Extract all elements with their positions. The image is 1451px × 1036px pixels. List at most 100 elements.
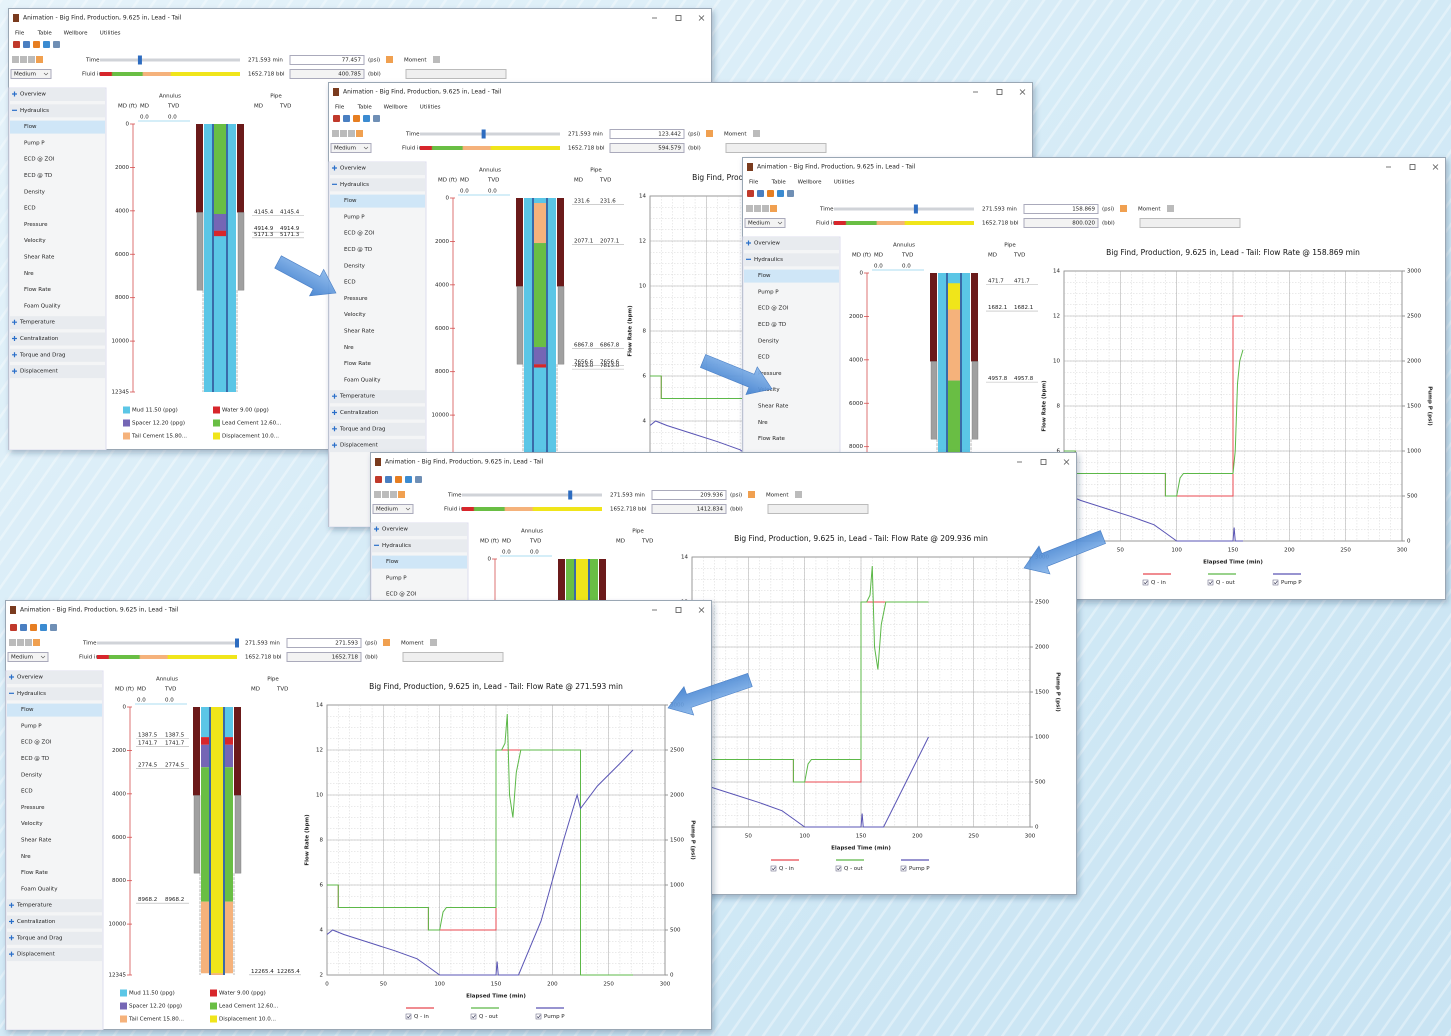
- menu-item[interactable]: Table: [357, 105, 373, 111]
- toolbar-button[interactable]: [395, 476, 402, 483]
- sidebar-group[interactable]: Hydraulics: [17, 691, 46, 697]
- sidebar-item[interactable]: ECD: [344, 280, 356, 286]
- sidebar-item[interactable]: Density: [344, 263, 366, 269]
- playback-button[interactable]: [36, 56, 43, 63]
- expander[interactable]: [332, 410, 337, 415]
- sidebar-item[interactable]: ECD @ ZOI: [386, 592, 417, 598]
- expander[interactable]: [12, 91, 17, 97]
- sidebar-item[interactable]: ECD @ TD: [24, 173, 52, 179]
- sidebar-item[interactable]: Flow: [344, 198, 357, 204]
- sidebar-item[interactable]: Flow Rate: [344, 361, 372, 367]
- expander[interactable]: [12, 368, 17, 374]
- sidebar-group[interactable]: Hydraulics: [340, 182, 369, 188]
- sidebar-item[interactable]: ECD @ TD: [21, 756, 49, 762]
- toolbar-button[interactable]: [353, 115, 360, 122]
- sidebar-item[interactable]: Pressure: [758, 371, 782, 377]
- sidebar-group[interactable]: Overview: [340, 166, 366, 172]
- toolbar-button[interactable]: [53, 41, 60, 48]
- speed-dropdown[interactable]: [744, 218, 786, 228]
- sidebar-item[interactable]: Foam Quality: [21, 886, 58, 892]
- sidebar-item[interactable]: ECD @ ZOI: [758, 306, 789, 312]
- sidebar-group[interactable]: Torque and Drag: [19, 352, 66, 358]
- sidebar-item[interactable]: Pump P: [21, 723, 42, 729]
- menu-item[interactable]: File: [749, 180, 759, 186]
- time-slider-thumb[interactable]: [137, 55, 142, 65]
- playback-button[interactable]: [340, 130, 347, 137]
- menu-item[interactable]: Wellbore: [798, 180, 823, 186]
- playback-button[interactable]: [20, 56, 27, 63]
- sidebar-group[interactable]: Centralization: [17, 919, 56, 925]
- maximize-button[interactable]: [1409, 164, 1416, 170]
- legend-checkbox[interactable]: [1142, 579, 1149, 586]
- sidebar-group[interactable]: Temperature: [19, 320, 55, 326]
- sidebar-group[interactable]: Displacement: [17, 952, 56, 958]
- toolbar-button[interactable]: [333, 115, 340, 122]
- toolbar-button[interactable]: [375, 476, 382, 483]
- toolbar-button[interactable]: [13, 41, 20, 48]
- sidebar-group[interactable]: Hydraulics: [20, 108, 49, 114]
- moment-button[interactable]: [753, 130, 760, 137]
- time-slider-thumb[interactable]: [913, 204, 918, 214]
- sidebar-item[interactable]: Nre: [21, 854, 31, 860]
- record-button[interactable]: [386, 56, 393, 63]
- expander[interactable]: [9, 951, 14, 957]
- moment-dropdown[interactable]: [405, 69, 507, 79]
- toolbar-button[interactable]: [30, 624, 37, 631]
- legend-checkbox[interactable]: [535, 1013, 542, 1020]
- sidebar-item[interactable]: Nre: [758, 420, 768, 426]
- speed-dropdown[interactable]: [330, 143, 372, 153]
- playback-button[interactable]: [28, 56, 35, 63]
- playback-button[interactable]: [17, 639, 24, 646]
- sidebar-item[interactable]: Pressure: [21, 805, 45, 811]
- expander[interactable]: [12, 336, 17, 341]
- sidebar-item[interactable]: Velocity: [344, 312, 366, 318]
- playback-button[interactable]: [746, 205, 753, 212]
- time-slider-thumb[interactable]: [235, 638, 239, 648]
- sidebar-item[interactable]: Density: [21, 772, 43, 778]
- sidebar-item[interactable]: ECD @ TD: [344, 247, 372, 253]
- speed-dropdown[interactable]: [372, 504, 414, 514]
- sidebar-item[interactable]: Pressure: [344, 296, 368, 302]
- speed-dropdown[interactable]: [10, 69, 52, 79]
- toolbar-button[interactable]: [343, 115, 350, 122]
- legend-checkbox[interactable]: [470, 1013, 477, 1020]
- toolbar-button[interactable]: [787, 190, 794, 197]
- menu-item[interactable]: Utilities: [420, 105, 441, 111]
- sidebar-item[interactable]: Density: [758, 338, 780, 344]
- moment-button[interactable]: [795, 491, 802, 498]
- sidebar-item[interactable]: ECD @ TD: [758, 322, 786, 328]
- playback-button[interactable]: [762, 205, 769, 212]
- playback-button[interactable]: [356, 130, 363, 137]
- playback-button[interactable]: [398, 491, 405, 498]
- sidebar-group[interactable]: Displacement: [20, 369, 59, 375]
- record-button[interactable]: [1120, 205, 1127, 212]
- sidebar-item[interactable]: Velocity: [24, 238, 46, 244]
- toolbar-button[interactable]: [385, 476, 392, 483]
- sidebar-item[interactable]: Density: [24, 189, 46, 195]
- expander[interactable]: [9, 935, 14, 941]
- legend-checkbox[interactable]: [1272, 579, 1279, 586]
- sidebar-item[interactable]: ECD @ ZOI: [344, 231, 375, 237]
- toolbar-button[interactable]: [43, 41, 50, 48]
- sidebar-item[interactable]: Flow: [758, 273, 771, 279]
- toolbar-button[interactable]: [777, 190, 784, 197]
- sidebar-item[interactable]: Shear Rate: [344, 329, 375, 335]
- sidebar-item[interactable]: Foam Quality: [24, 303, 61, 309]
- sidebar-group[interactable]: Hydraulics: [754, 257, 783, 263]
- toolbar-button[interactable]: [10, 624, 17, 631]
- expander[interactable]: [332, 426, 337, 432]
- record-button[interactable]: [383, 639, 390, 646]
- playback-button[interactable]: [754, 205, 761, 212]
- sidebar-group[interactable]: Displacement: [340, 443, 379, 449]
- maximize-button[interactable]: [1040, 459, 1047, 465]
- sidebar-item[interactable]: Foam Quality: [344, 377, 381, 383]
- sidebar-item[interactable]: Velocity: [21, 821, 43, 827]
- toolbar-button[interactable]: [363, 115, 370, 122]
- sidebar-group[interactable]: Centralization: [20, 336, 59, 342]
- time-slider-thumb[interactable]: [568, 490, 573, 500]
- playback-button[interactable]: [770, 205, 777, 212]
- expander[interactable]: [9, 919, 14, 924]
- sidebar-item[interactable]: Flow: [24, 124, 37, 130]
- maximize-button[interactable]: [675, 607, 682, 613]
- sidebar-item[interactable]: Shear Rate: [758, 404, 789, 410]
